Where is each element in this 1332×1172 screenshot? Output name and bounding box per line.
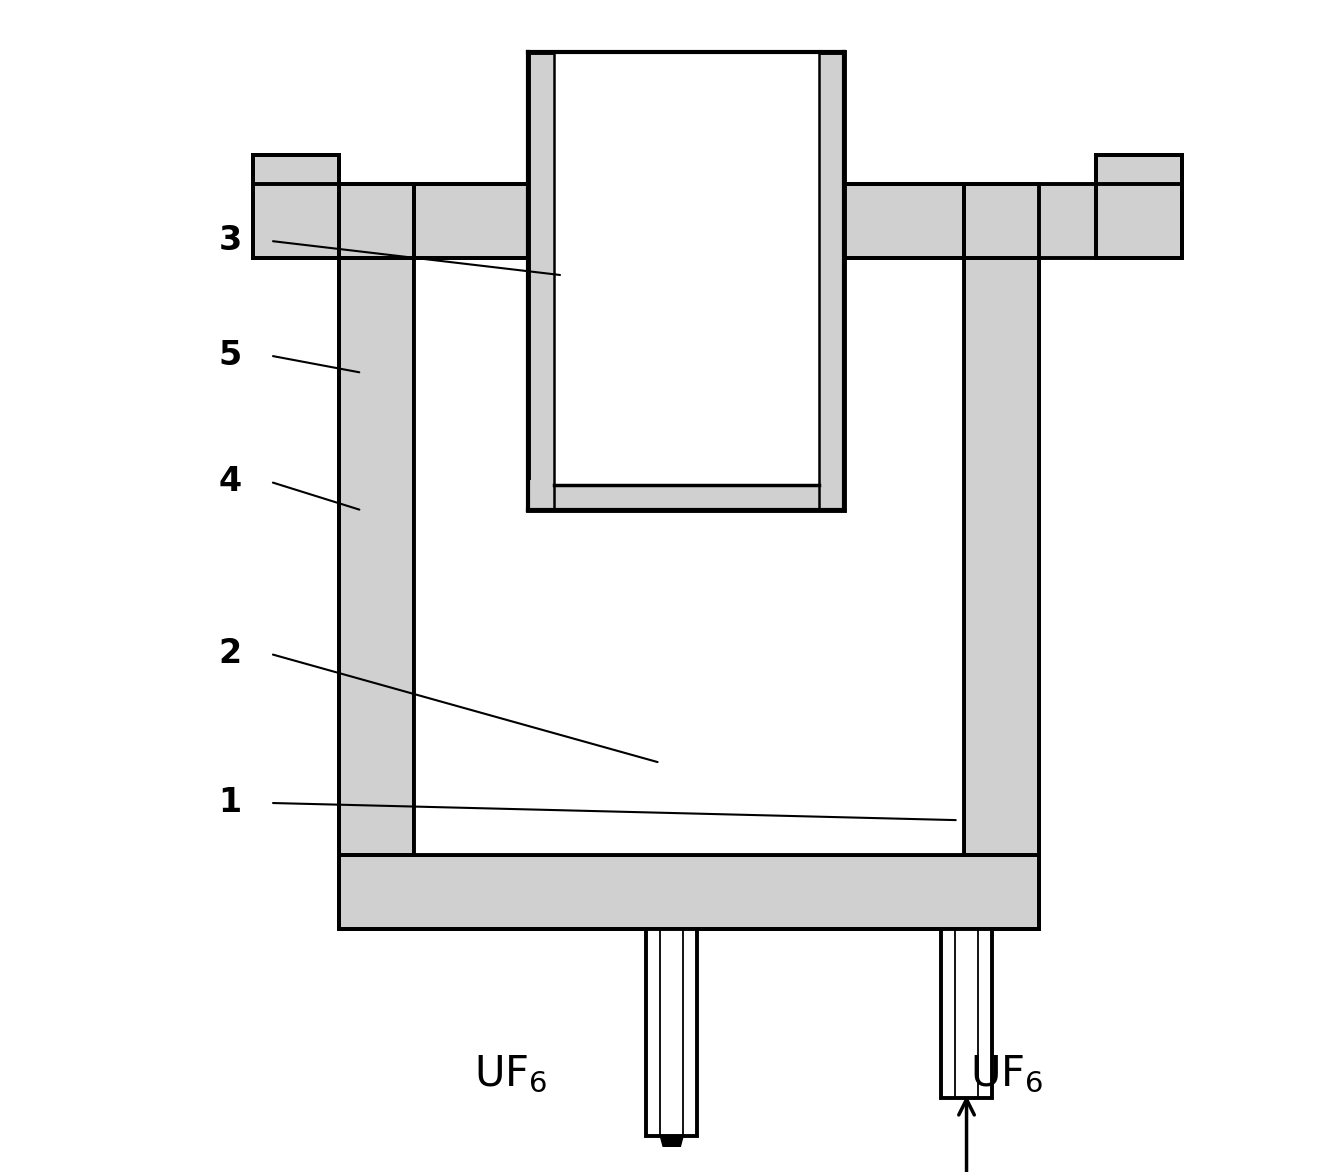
Text: 2: 2 [218,638,241,670]
Bar [529,52,843,511]
Text: 1: 1 [218,786,241,819]
Bar [529,481,843,511]
Bar [646,929,697,1136]
Bar [554,52,819,485]
Polygon shape [661,1136,683,1172]
Text: $\mathrm{UF_6}$: $\mathrm{UF_6}$ [474,1054,547,1096]
Text: 5: 5 [218,339,241,372]
Text: 4: 4 [218,465,241,498]
Bar [253,155,340,258]
Bar [340,854,1039,929]
Bar [942,929,992,1098]
Bar [964,184,1183,258]
Bar [964,258,1039,854]
Bar [414,258,964,854]
Bar [253,184,414,258]
Bar [1096,155,1183,258]
Bar [340,184,1039,258]
Text: 3: 3 [218,224,241,258]
Bar [340,258,414,854]
Text: $\mathrm{UF_6}$: $\mathrm{UF_6}$ [970,1054,1043,1096]
Bar [529,184,843,258]
